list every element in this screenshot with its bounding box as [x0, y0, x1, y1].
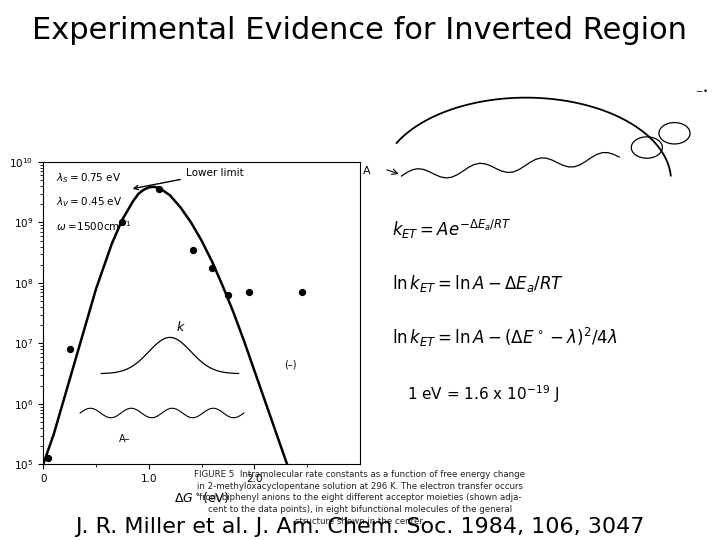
Text: $k_{ET} = Ae^{-\Delta E_a / RT}$: $k_{ET} = Ae^{-\Delta E_a / RT}$	[392, 218, 512, 241]
Point	[42, 454, 54, 463]
Text: $^{-•}$: $^{-•}$	[696, 87, 708, 100]
Text: 1 eV = 1.6 x 10$^{-19}$ J: 1 eV = 1.6 x 10$^{-19}$ J	[407, 383, 559, 405]
Text: Experimental Evidence for Inverted Region: Experimental Evidence for Inverted Regio…	[32, 16, 688, 45]
Y-axis label: k(s$^{-1}$): k(s$^{-1}$)	[0, 294, 4, 332]
Text: FIGURE 5  Intramolecular rate constants as a function of free energy change
in 2: FIGURE 5 Intramolecular rate constants a…	[194, 470, 526, 526]
Text: $\ln k_{ET} = \ln A - (\Delta E^\circ - \lambda)^2 / 4\lambda$: $\ln k_{ET} = \ln A - (\Delta E^\circ - …	[392, 326, 618, 349]
Point	[153, 185, 165, 193]
Text: A–: A–	[120, 434, 131, 444]
Point	[187, 245, 199, 254]
Point	[222, 291, 234, 299]
Text: $\ln k_{ET} = \ln A - \Delta E_a / RT$: $\ln k_{ET} = \ln A - \Delta E_a / RT$	[392, 273, 564, 294]
Text: $k$: $k$	[176, 320, 186, 334]
Point	[296, 288, 307, 296]
Text: Lower limit: Lower limit	[134, 168, 243, 190]
Text: $\lambda_S =0.75$ eV: $\lambda_S =0.75$ eV	[56, 171, 121, 185]
Text: $\omega$ =1500cm$^{-1}$: $\omega$ =1500cm$^{-1}$	[56, 219, 131, 233]
Point	[117, 218, 128, 227]
Text: $\lambda_V =0.45$ eV: $\lambda_V =0.45$ eV	[56, 195, 122, 209]
Point	[207, 264, 218, 272]
Text: A: A	[363, 166, 371, 176]
Point	[64, 345, 76, 354]
X-axis label: $\Delta G^\circ$(eV): $\Delta G^\circ$(eV)	[174, 490, 229, 505]
Text: (–): (–)	[284, 360, 297, 370]
Point	[243, 288, 255, 296]
Text: J. R. Miller et al. J. Am. Chem. Soc. 1984, 106, 3047: J. R. Miller et al. J. Am. Chem. Soc. 19…	[76, 517, 644, 537]
